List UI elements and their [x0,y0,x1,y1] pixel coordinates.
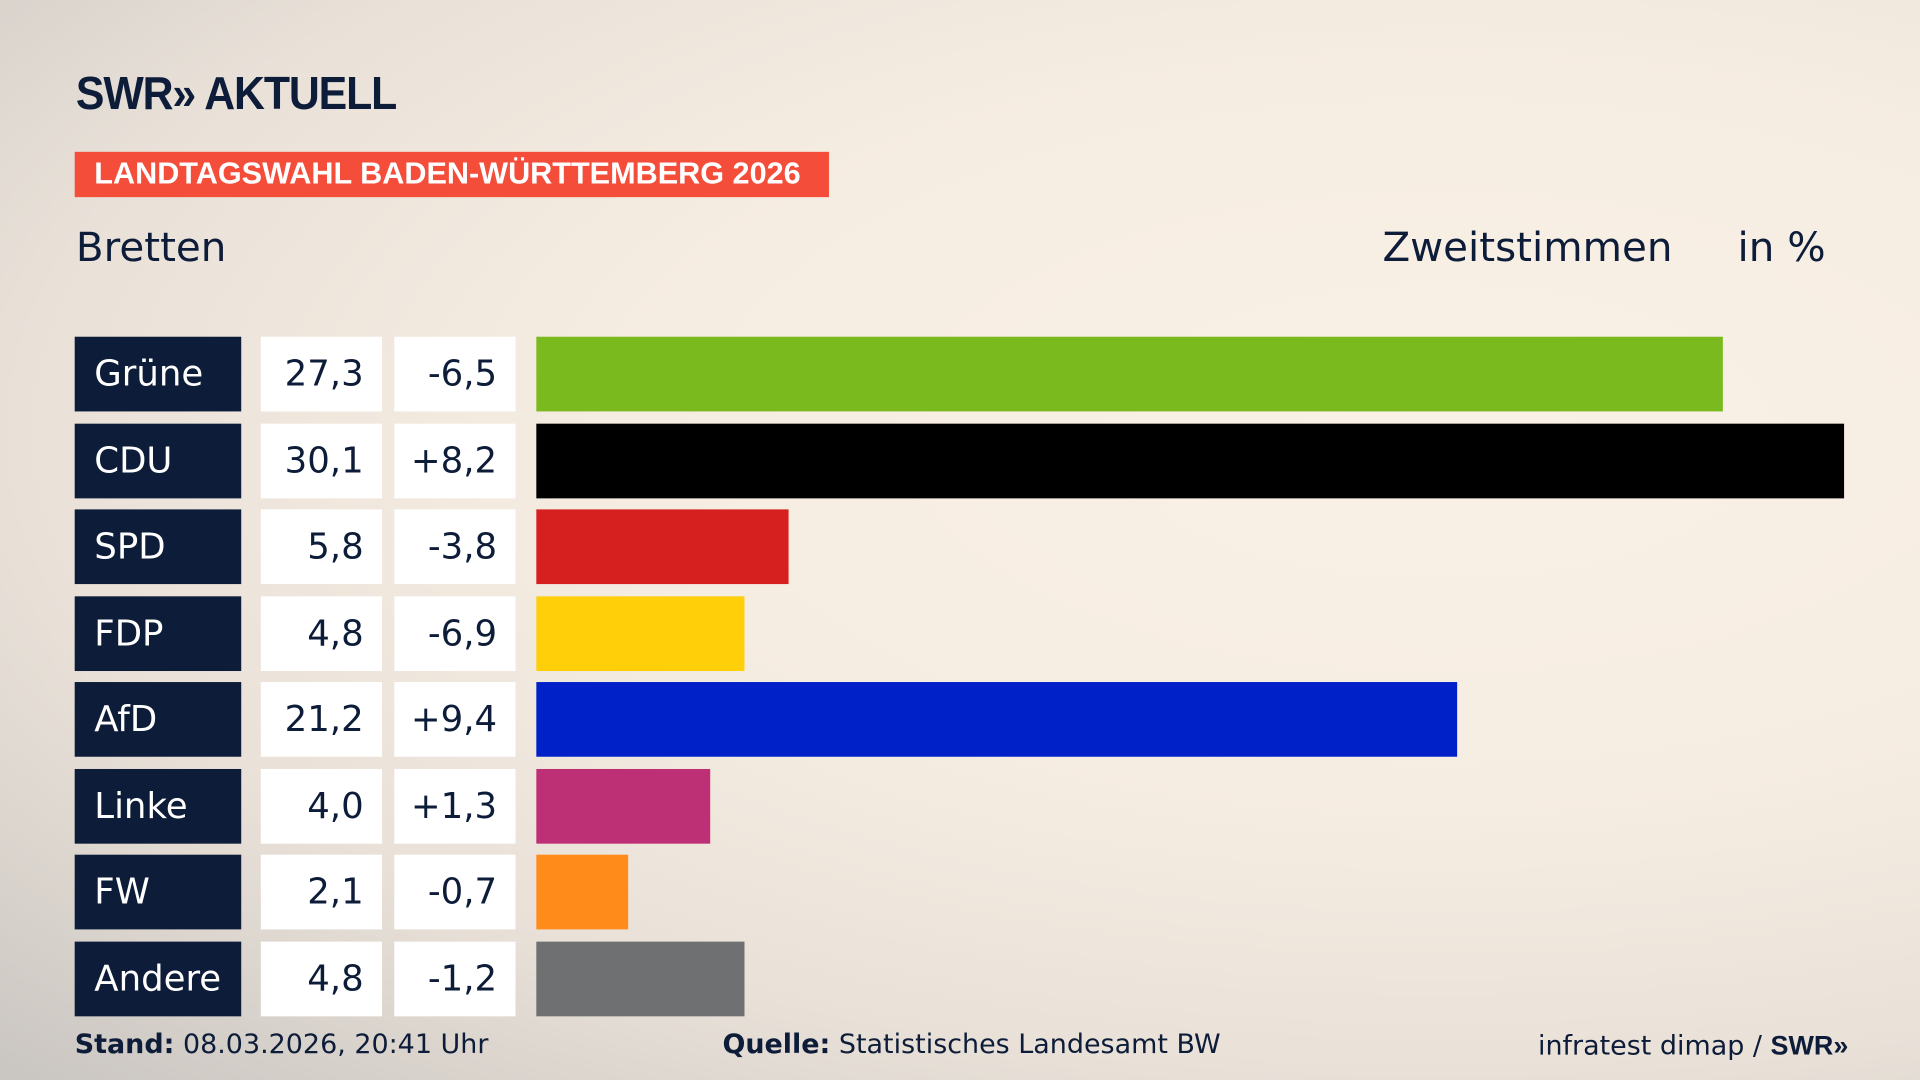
value-label: 21,2 [260,682,383,757]
party-label: AfD [74,682,242,757]
bar [536,854,628,930]
metric-label: Zweitstimmen [1382,222,1673,271]
party-label: FW [74,854,242,930]
bar [536,509,789,585]
party-label: Linke [74,768,242,844]
source-value: Statistisches Landesamt BW [838,1029,1221,1061]
stand-label: Stand: [74,1029,175,1061]
change-label: -6,9 [394,595,516,671]
bar [536,595,745,671]
value-label: 4,0 [260,768,383,844]
swr-logo: SWR» [1770,1029,1849,1061]
bar-row: Andere 4,8 -1,2 [0,941,1920,1016]
party-label: Andere [74,941,242,1016]
stand-value: 08.03.2026, 20:41 Uhr [182,1029,489,1061]
place-title: Bretten [75,222,227,271]
change-label: +8,2 [394,423,516,498]
change-label: +1,3 [394,768,516,844]
credit-label: infratest dimap / [1537,1031,1762,1062]
value-label: 2,1 [260,854,383,930]
credit-text: infratest dimap / SWR» [1538,1030,1848,1062]
bar-row: FDP 4,8 -6,9 [0,595,1920,671]
bar-row: SPD 5,8 -3,8 [0,509,1920,585]
change-label: -3,8 [394,509,516,585]
swr-aktuell-logo: SWR» AKTUELL [75,68,397,121]
bar [536,941,745,1016]
party-label: Grüne [74,336,242,412]
change-label: -1,2 [394,941,516,1016]
source-label: Quelle: [722,1029,831,1061]
bar [536,423,1845,498]
bar-row: Linke 4,0 +1,3 [0,768,1920,844]
party-label: FDP [74,595,242,671]
bar-row: CDU 30,1 +8,2 [0,423,1920,498]
change-label: -6,5 [394,336,516,412]
value-label: 30,1 [260,423,383,498]
source-text: Quelle: Statistisches Landesamt BW [722,1030,1220,1061]
value-label: 4,8 [260,595,383,671]
bar-row: AfD 21,2 +9,4 [0,682,1920,757]
change-label: +9,4 [394,682,516,757]
bar [536,768,711,844]
value-label: 5,8 [260,509,383,585]
value-label: 27,3 [260,336,383,412]
bar [536,682,1458,757]
party-label: SPD [74,509,242,585]
bar-row: FW 2,1 -0,7 [0,854,1920,930]
change-label: -0,7 [394,854,516,930]
bar [536,336,1723,412]
bar-row: Grüne 27,3 -6,5 [0,336,1920,412]
value-label: 4,8 [260,941,383,1016]
party-label: CDU [74,423,242,498]
stand-text: Stand: 08.03.2026, 20:41 Uhr [75,1030,489,1061]
election-banner: LANDTAGSWAHL BADEN-WÜRTTEMBERG 2026 [74,151,829,198]
unit-label: in % [1737,222,1826,271]
